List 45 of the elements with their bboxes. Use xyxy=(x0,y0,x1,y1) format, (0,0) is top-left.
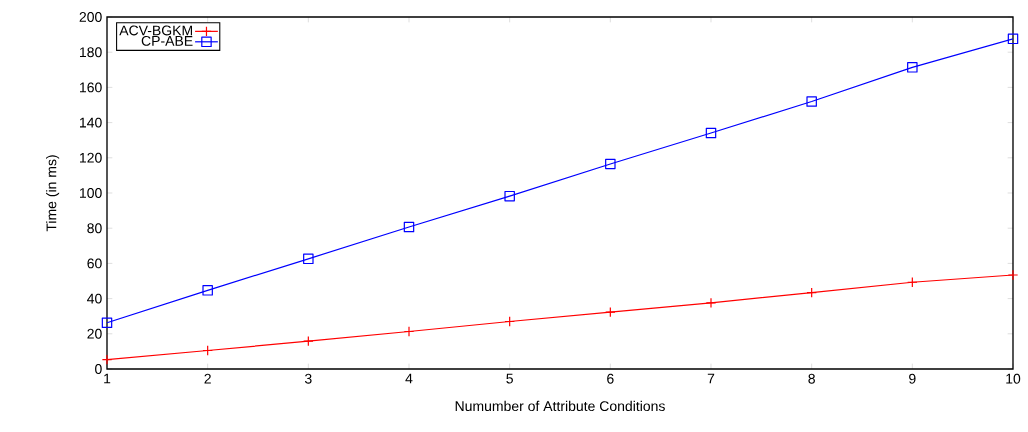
point xyxy=(907,62,918,73)
x-tick-label: 6 xyxy=(607,373,614,384)
point xyxy=(504,190,515,202)
legend-label: CP-ABE xyxy=(141,35,193,46)
point xyxy=(907,276,918,288)
point xyxy=(202,345,213,356)
x-tick-label: 9 xyxy=(909,373,916,384)
point xyxy=(202,285,213,296)
x-tick-label: 8 xyxy=(808,373,815,384)
y-tick-label: 120 xyxy=(80,152,102,163)
point xyxy=(303,335,314,347)
point xyxy=(605,158,616,170)
x-tick-label: 10 xyxy=(1006,373,1021,384)
point xyxy=(806,287,817,298)
y-tick-label: 200 xyxy=(79,12,102,22)
point xyxy=(605,306,616,318)
y-tick-label: 180 xyxy=(80,47,102,58)
x-tick-label: 2 xyxy=(204,373,211,384)
point xyxy=(403,326,415,337)
y-tick-label: 100 xyxy=(80,188,102,198)
x-tick-label: 7 xyxy=(707,373,715,384)
y-tick-label: 140 xyxy=(80,117,102,128)
y-axis-title: Time (in ms) xyxy=(46,155,60,232)
y-tick-label: 80 xyxy=(87,223,102,234)
y-tick-label: 0 xyxy=(95,364,102,374)
y-tick-label: 20 xyxy=(87,328,102,339)
x-tick-label: 1 xyxy=(104,373,111,384)
point xyxy=(403,221,415,233)
x-axis-title: Numumber of Attribute Conditions xyxy=(455,400,665,412)
point xyxy=(705,127,717,139)
x-tick-label: 3 xyxy=(304,373,312,384)
y-tick-label: 160 xyxy=(80,82,102,93)
y-tick-label: 60 xyxy=(87,258,102,269)
point xyxy=(303,253,314,265)
point xyxy=(101,354,113,365)
point xyxy=(1007,269,1019,281)
x-tick-label: 4 xyxy=(405,373,413,384)
point xyxy=(504,316,515,327)
y-tick-label: 40 xyxy=(87,293,102,304)
x-tick-label: 5 xyxy=(506,373,513,384)
point xyxy=(101,317,113,328)
point xyxy=(1007,33,1019,45)
legend-label: ACV-BGKM xyxy=(119,25,192,36)
point xyxy=(705,297,717,309)
point xyxy=(806,96,817,107)
